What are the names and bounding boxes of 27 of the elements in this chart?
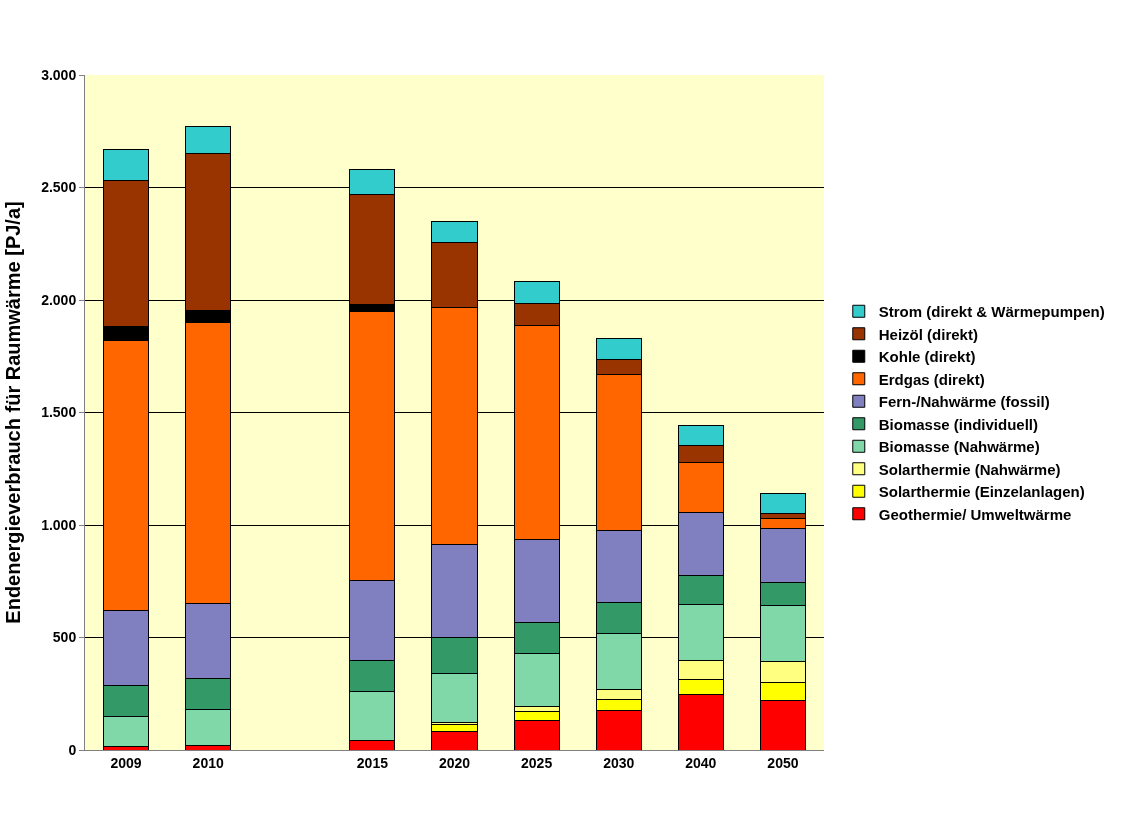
legend-label: Solarthermie (Einzelanlagen) bbox=[878, 483, 1085, 501]
legend-label: Heizöl (direkt) bbox=[878, 325, 978, 343]
x-tick-label: 2025 bbox=[521, 754, 553, 771]
y-tick-label: 2.500 bbox=[41, 179, 77, 196]
y-axis-title: Endenergieverbrauch für Raumwärme [PJ/a] bbox=[1, 201, 24, 624]
x-tick-label: 2020 bbox=[438, 754, 471, 771]
y-tick-label: 0 bbox=[68, 741, 77, 758]
legend-label: Erdgas (direkt) bbox=[878, 370, 985, 388]
y-tick-label: 2.000 bbox=[41, 291, 77, 308]
legend-label: Strom (direkt & Wärmepumpen) bbox=[878, 303, 1105, 321]
y-tick-label: 3.000 bbox=[41, 66, 77, 83]
x-tick-label: 2050 bbox=[767, 754, 799, 771]
y-tick-label: 1.000 bbox=[41, 516, 77, 533]
x-tick-label: 2040 bbox=[685, 754, 717, 771]
y-tick-label: 500 bbox=[52, 629, 77, 646]
legend-label: Kohle (direkt) bbox=[878, 348, 976, 366]
legend-label: Solarthermie (Nahwärme) bbox=[878, 460, 1061, 478]
x-tick-label: 2015 bbox=[356, 754, 389, 771]
legend-label: Fern-/Nahwärme (fossil) bbox=[878, 393, 1050, 411]
y-tick-label: 1.500 bbox=[41, 404, 77, 421]
bar bbox=[759, 492, 807, 515]
x-tick-label: 2010 bbox=[192, 754, 224, 771]
x-tick-label: 2030 bbox=[603, 754, 635, 771]
legend-label: Geothermie/ Umweltwärme bbox=[878, 505, 1072, 523]
legend-label: Biomasse (Nahwärme) bbox=[878, 438, 1040, 456]
x-tick-label: 2009 bbox=[110, 754, 142, 771]
legend-label: Biomasse (individuell) bbox=[878, 415, 1038, 433]
